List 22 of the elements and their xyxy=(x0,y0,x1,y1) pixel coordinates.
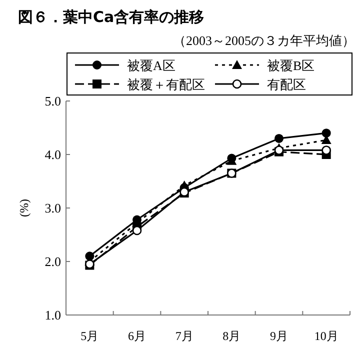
chart-subtitle: （2003～2005の３カ年平均値） xyxy=(173,33,355,48)
y-tick-label: 3.0 xyxy=(44,200,61,216)
x-tick-label: 9月 xyxy=(270,329,288,343)
legend-label: 有配区 xyxy=(267,77,306,92)
x-tick-label: 7月 xyxy=(175,329,194,343)
point xyxy=(274,134,284,143)
y-tick-label: 1.0 xyxy=(44,308,61,322)
point xyxy=(132,226,142,236)
y-tick-label: 4.0 xyxy=(44,147,61,162)
x-tick-label: 5月 xyxy=(80,329,99,343)
y-tick-label: 5.0 xyxy=(44,94,61,108)
legend-label: 被覆A区 xyxy=(127,58,176,73)
x-tick-label: 6月 xyxy=(128,329,146,343)
point xyxy=(322,146,331,155)
legend-label: 被覆＋有配区 xyxy=(127,77,205,92)
x-tick-label: 8月 xyxy=(222,329,241,343)
x-tick-label: 10月 xyxy=(314,329,338,343)
legend-label: 被覆B区 xyxy=(267,58,315,73)
y-tick-label: 2.0 xyxy=(44,254,61,269)
chart-title: 図６．葉中Ca含有率の推移 xyxy=(18,8,204,26)
point xyxy=(322,128,331,138)
y-axis-title: (%) xyxy=(17,199,31,217)
